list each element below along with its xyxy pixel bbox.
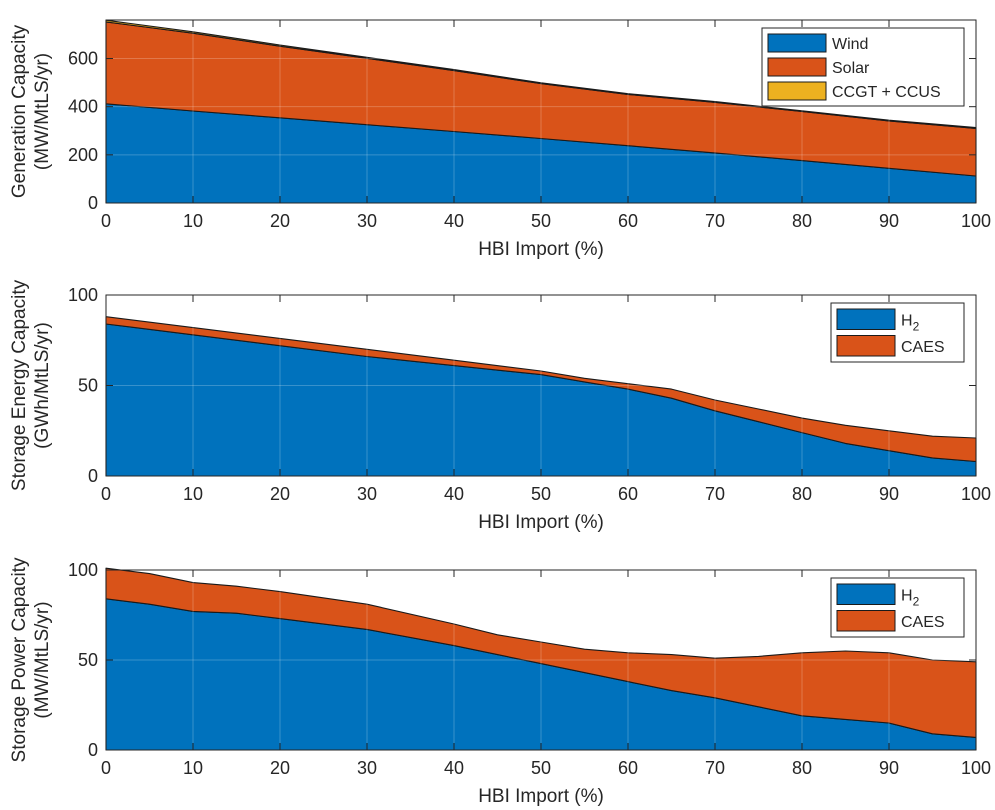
x-tick-label: 10 bbox=[183, 484, 203, 504]
x-tick-label: 20 bbox=[270, 758, 290, 778]
x-tick-label: 60 bbox=[618, 484, 638, 504]
chart-1: 0 10 20 30 40 50 60 70 80 90 100 0 200 400 600 HBI Impo… bbox=[9, 19, 991, 260]
x-tick-label: 0 bbox=[101, 211, 111, 231]
legend-label: CAES bbox=[901, 614, 945, 631]
y-tick-label: 50 bbox=[78, 650, 98, 670]
legend-label: Wind bbox=[832, 36, 868, 53]
legend-label: CAES bbox=[901, 339, 945, 356]
x-tick-label: 60 bbox=[618, 211, 638, 231]
x-tick-label: 100 bbox=[961, 484, 991, 504]
y-axis-label: Generation Capacity bbox=[9, 24, 30, 198]
x-tick-label: 80 bbox=[792, 758, 812, 778]
legend-label: H2 bbox=[901, 587, 920, 608]
chart-3: 0 10 20 30 40 50 60 70 80 90 100 0 50 100 HBI Import (… bbox=[9, 557, 991, 807]
x-tick-label: 10 bbox=[183, 758, 203, 778]
x-tick-label: 80 bbox=[792, 484, 812, 504]
x-tick-label: 30 bbox=[357, 211, 377, 231]
legend-swatch bbox=[836, 583, 896, 605]
y-axis-label-units: (GWh/MtLS/yr) bbox=[32, 322, 53, 449]
legend-swatch bbox=[836, 308, 896, 330]
y-tick-label: 0 bbox=[88, 740, 98, 760]
x-tick-label: 60 bbox=[618, 758, 638, 778]
x-tick-label: 50 bbox=[531, 484, 551, 504]
legend-swatch bbox=[767, 81, 827, 101]
y-tick-label: 100 bbox=[68, 285, 98, 305]
y-axis-label: Storage Energy Capacity bbox=[9, 279, 30, 491]
x-tick-label: 70 bbox=[705, 758, 725, 778]
y-tick-label: 50 bbox=[78, 376, 98, 396]
x-tick-label: 20 bbox=[270, 211, 290, 231]
y-tick-label: 100 bbox=[68, 560, 98, 580]
x-tick-label: 30 bbox=[357, 484, 377, 504]
x-tick-label: 40 bbox=[444, 484, 464, 504]
legend-swatch bbox=[836, 335, 896, 357]
y-axis-label-units: (MW/MtLS/yr) bbox=[32, 601, 53, 718]
y-tick-label: 0 bbox=[88, 193, 98, 213]
x-tick-label: 70 bbox=[705, 211, 725, 231]
x-tick-label: 0 bbox=[101, 484, 111, 504]
y-axis-label: Storage Power Capacity bbox=[9, 557, 30, 762]
x-tick-label: 10 bbox=[183, 211, 203, 231]
y-tick-label: 0 bbox=[88, 466, 98, 486]
legend: Wind Solar CCGT + CCUS bbox=[761, 27, 965, 107]
legend-label: H2 bbox=[901, 312, 920, 333]
x-tick-label: 40 bbox=[444, 758, 464, 778]
y-tick-label: 400 bbox=[68, 97, 98, 117]
x-tick-label: 90 bbox=[879, 758, 899, 778]
x-axis-label: HBI Import (%) bbox=[478, 239, 604, 260]
x-tick-label: 30 bbox=[357, 758, 377, 778]
x-tick-label: 90 bbox=[879, 211, 899, 231]
x-axis-label: HBI Import (%) bbox=[478, 512, 604, 533]
x-tick-label: 100 bbox=[961, 758, 991, 778]
y-tick-label: 600 bbox=[68, 49, 98, 69]
legend-swatch bbox=[767, 57, 827, 77]
legend-swatch bbox=[767, 33, 827, 53]
x-tick-label: 50 bbox=[531, 211, 551, 231]
legend: H2 CAES bbox=[830, 302, 965, 363]
legend-label: CCGT + CCUS bbox=[832, 84, 941, 101]
chart-2: 0 10 20 30 40 50 60 70 80 90 100 0 50 100 HBI Import (… bbox=[9, 279, 991, 533]
y-tick-label: 200 bbox=[68, 145, 98, 165]
x-tick-label: 0 bbox=[101, 758, 111, 778]
x-tick-label: 80 bbox=[792, 211, 812, 231]
x-axis-label: HBI Import (%) bbox=[478, 786, 604, 807]
legend-swatch bbox=[836, 610, 896, 632]
x-tick-label: 70 bbox=[705, 484, 725, 504]
x-tick-label: 20 bbox=[270, 484, 290, 504]
legend: H2 CAES bbox=[830, 577, 965, 638]
x-tick-label: 100 bbox=[961, 211, 991, 231]
x-tick-label: 40 bbox=[444, 211, 464, 231]
x-tick-label: 50 bbox=[531, 758, 551, 778]
y-axis-label-units: (MW/MtLS/yr) bbox=[32, 53, 53, 170]
x-tick-label: 90 bbox=[879, 484, 899, 504]
legend-label: Solar bbox=[832, 60, 870, 77]
